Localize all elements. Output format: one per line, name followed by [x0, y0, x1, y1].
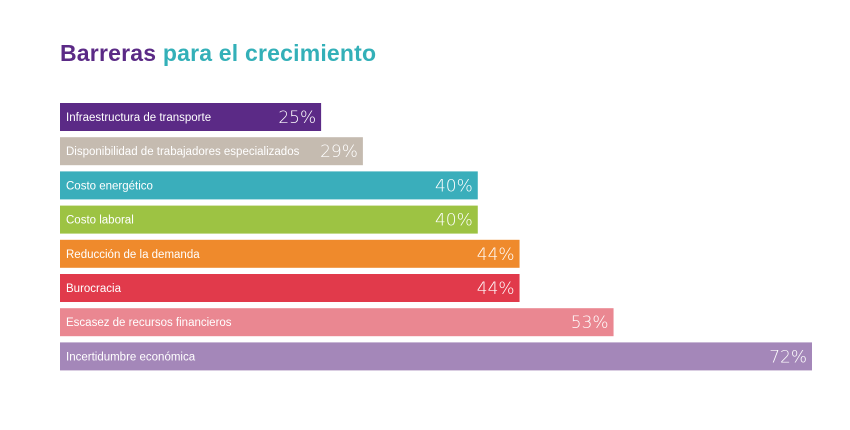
bar-value-label: 53%: [571, 313, 609, 333]
bar-value-label: 40%: [435, 176, 473, 196]
bar-category-label: Infraestructura de transporte: [66, 112, 211, 124]
bar: [60, 171, 478, 200]
bar-group: Burocracia 44%: [60, 274, 520, 302]
chart-title-secondary: para el crecimiento: [162, 40, 377, 66]
bar-value-label: 72%: [769, 347, 807, 367]
bar: [60, 239, 520, 268]
bar-value-label: 25%: [278, 108, 316, 128]
bar-value-label: 40%: [435, 211, 473, 231]
bar-group: Costo energético 40%: [60, 171, 478, 200]
bar-category-label: Costo laboral: [66, 215, 134, 227]
bar: [60, 103, 322, 131]
bar-value-label: 44%: [477, 245, 515, 265]
bar-category-label: Incertidumbre económica: [66, 351, 196, 363]
bar: [60, 205, 478, 234]
bar-category-label: Reducción de la demanda: [66, 249, 200, 261]
bar-value-label: 44%: [477, 279, 515, 299]
bar: [60, 308, 614, 337]
bar-category-label: Costo energético: [66, 180, 153, 192]
bar-category-label: Burocracia: [66, 283, 122, 295]
chart-title-primary: Barreras: [60, 40, 157, 66]
chart-title: Barreras para el crecimiento: [60, 40, 376, 67]
bar: [60, 274, 520, 302]
bar-group: Reducción de la demanda 44%: [60, 239, 520, 268]
bar-value-label: 29%: [320, 142, 358, 162]
bar: [60, 342, 812, 371]
bar-group: Disponibilidad de trabajadores especiali…: [60, 137, 363, 166]
bar-group: Infraestructura de transporte 25%: [60, 103, 322, 131]
bar-group: Incertidumbre económica 72%: [60, 342, 812, 371]
bar-group: Escasez de recursos financieros 53%: [60, 308, 614, 337]
bar-category-label: Escasez de recursos financieros: [66, 317, 232, 329]
bar-group: Costo laboral 40%: [60, 205, 478, 234]
bar: [60, 137, 363, 166]
bar-category-label: Disponibilidad de trabajadores especiali…: [66, 146, 300, 158]
